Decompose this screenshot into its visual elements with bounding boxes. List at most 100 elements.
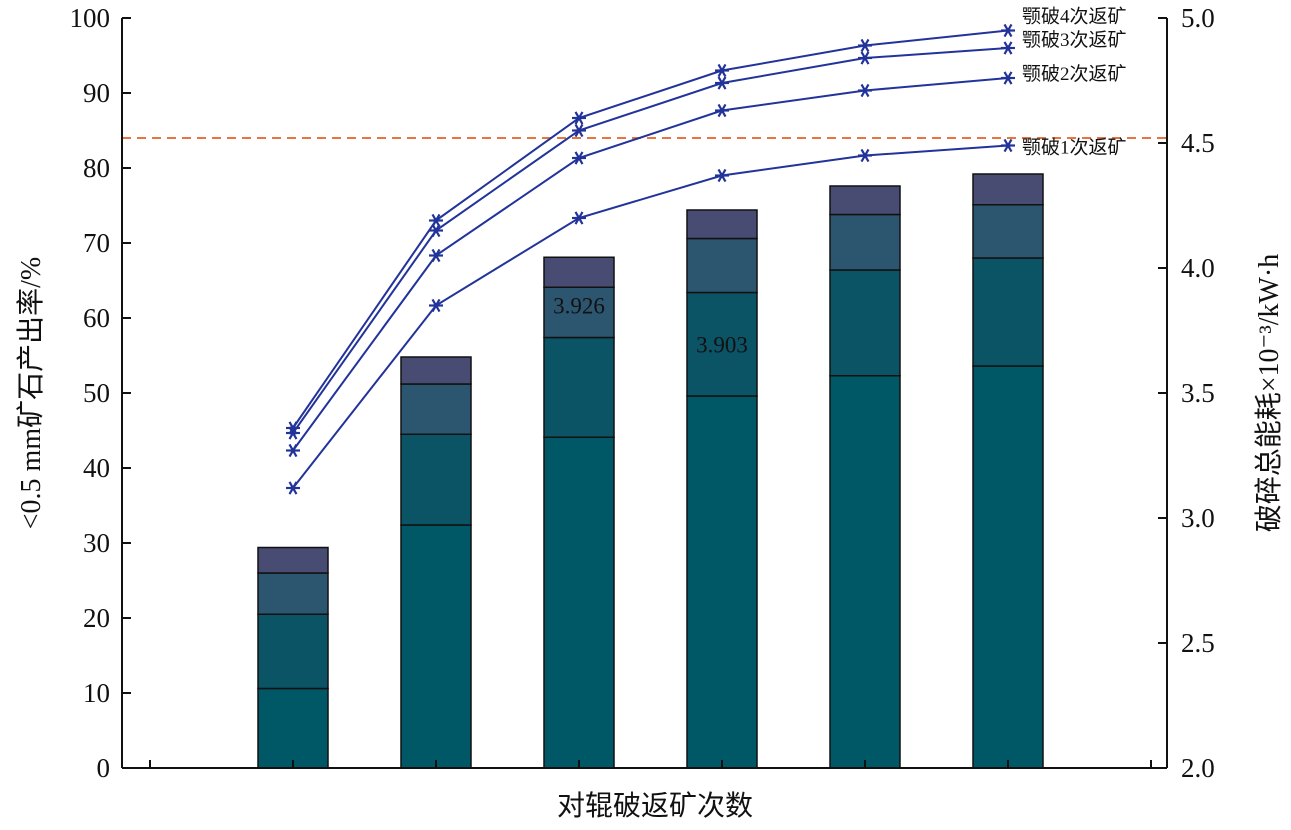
y-tick-label-0: 0: [97, 753, 111, 783]
y2-tick-label-5.0: 5.0: [1181, 3, 1215, 33]
series-3-point-3: [572, 123, 586, 138]
series-2-point-2: [429, 248, 443, 263]
series-4-point-2: [429, 213, 443, 228]
bar-1-segment-3: [257, 572, 329, 615]
star-marker-center: [290, 485, 296, 491]
y2-tick-label-2.0: 2.0: [1181, 753, 1215, 783]
y-axis-title: <0.5 mm矿石产出率/%: [15, 257, 47, 529]
series-line-1: [292, 144, 1009, 489]
star-marker-center: [1005, 45, 1011, 51]
bar-3-segment-3: [543, 286, 615, 339]
series-1-point-5: [858, 148, 872, 163]
y2-tick-label-2.5: 2.5: [1181, 628, 1215, 658]
star-marker-center: [719, 80, 725, 86]
star-marker-center: [1005, 143, 1011, 148]
series-2-point-1: [286, 443, 300, 458]
y-tick-label-70: 70: [83, 228, 110, 258]
bar-2-segment-2: [400, 433, 472, 526]
series-1-point-6: [1001, 138, 1015, 153]
series-1-point-1: [286, 481, 300, 495]
bar-4-segment-4: [686, 209, 758, 240]
star-marker-center: [862, 88, 868, 93]
data-label-2: 3.903: [696, 333, 748, 358]
star-marker-center: [290, 425, 296, 431]
series-4-point-6: [1001, 23, 1015, 38]
series-4-point-1: [286, 421, 300, 435]
series-4-point-4: [715, 63, 729, 78]
y2-tick-label-3.5: 3.5: [1181, 378, 1215, 408]
series-2-point-5: [858, 83, 872, 98]
star-marker-center: [433, 228, 439, 233]
star-marker-center: [1005, 75, 1011, 81]
bar-5-segment-4: [829, 185, 901, 216]
series-3-point-5: [858, 51, 872, 65]
star-marker-center: [1005, 28, 1011, 33]
x-axis-title: 对辊破返矿次数: [557, 790, 753, 822]
y-tick-label-40: 40: [83, 453, 110, 483]
y-tick-label-10: 10: [83, 678, 110, 708]
series-1-point-2: [429, 298, 443, 313]
star-marker-center: [862, 43, 868, 48]
bar-1-segment-2: [257, 613, 329, 690]
y-tick-label-90: 90: [83, 78, 110, 108]
bar-3-segment-4: [543, 256, 615, 288]
y-tick-label-30: 30: [83, 528, 110, 558]
star-marker-center: [862, 55, 868, 61]
series-line-4: [292, 29, 1009, 429]
bar-3-segment-2: [543, 336, 615, 438]
y-tick-label-80: 80: [83, 153, 110, 183]
series-3-point-4: [715, 76, 729, 90]
y-tick-label-60: 60: [83, 303, 110, 333]
series-4-point-5: [858, 38, 872, 53]
y-tick-label-50: 50: [83, 378, 110, 408]
star-marker-center: [719, 68, 725, 73]
y-tick-label-100: 100: [70, 3, 111, 33]
series-3-point-6: [1001, 41, 1015, 55]
y2-tick-label-4.0: 4.0: [1181, 253, 1215, 283]
series-label-4: 颚破4次返矿: [1022, 6, 1127, 28]
bar-5-segment-1: [829, 375, 901, 769]
bar-1-segment-4: [257, 546, 329, 574]
star-marker-center: [576, 128, 582, 133]
bar-4-segment-3: [686, 237, 758, 294]
y2-tick-label-4.5: 4.5: [1181, 128, 1215, 158]
series-label-1: 颚破1次返矿: [1022, 137, 1127, 159]
star-marker-center: [433, 253, 439, 258]
series-line-2: [292, 77, 1009, 452]
bar-1-segment-1: [257, 687, 329, 769]
bar-4-segment-2: [686, 291, 758, 397]
star-marker-center: [576, 115, 582, 121]
series-label-3: 颚破3次返矿: [1022, 29, 1127, 51]
bar-4-segment-1: [686, 395, 758, 769]
series-line-3: [292, 47, 1009, 434]
y2-tick-label-3.0: 3.0: [1181, 503, 1215, 533]
series-2-point-4: [715, 103, 729, 118]
series-2-point-3: [572, 151, 586, 165]
bars: [257, 173, 1044, 769]
bar-2-segment-4: [400, 356, 472, 385]
bar-2-segment-1: [400, 524, 472, 769]
star-marker-center: [719, 108, 725, 113]
series-1-point-4: [715, 168, 729, 183]
series-label-2: 颚破2次返矿: [1022, 63, 1127, 85]
bar-6-segment-2: [972, 257, 1044, 367]
star-marker-center: [290, 448, 296, 453]
star-marker-center: [433, 303, 439, 308]
star-marker-center: [433, 218, 439, 223]
bar-6-segment-3: [972, 204, 1044, 259]
bar-5-segment-2: [829, 269, 901, 377]
bar-3-segment-1: [543, 436, 615, 769]
series-2-point-6: [1001, 71, 1015, 85]
star-marker-center: [862, 153, 868, 158]
y-tick-label-20: 20: [83, 603, 110, 633]
data-label-1: 3.926: [553, 294, 605, 319]
star-marker-center: [576, 215, 582, 221]
star-marker-center: [719, 173, 725, 178]
bar-2-segment-3: [400, 383, 472, 435]
bar-6-segment-4: [972, 173, 1044, 206]
y2-axis-title: 破碎总能耗×10⁻³/kW·h: [1253, 254, 1285, 533]
series-1-point-3: [572, 211, 586, 225]
data-labels: 3.926 3.903: [553, 294, 748, 358]
